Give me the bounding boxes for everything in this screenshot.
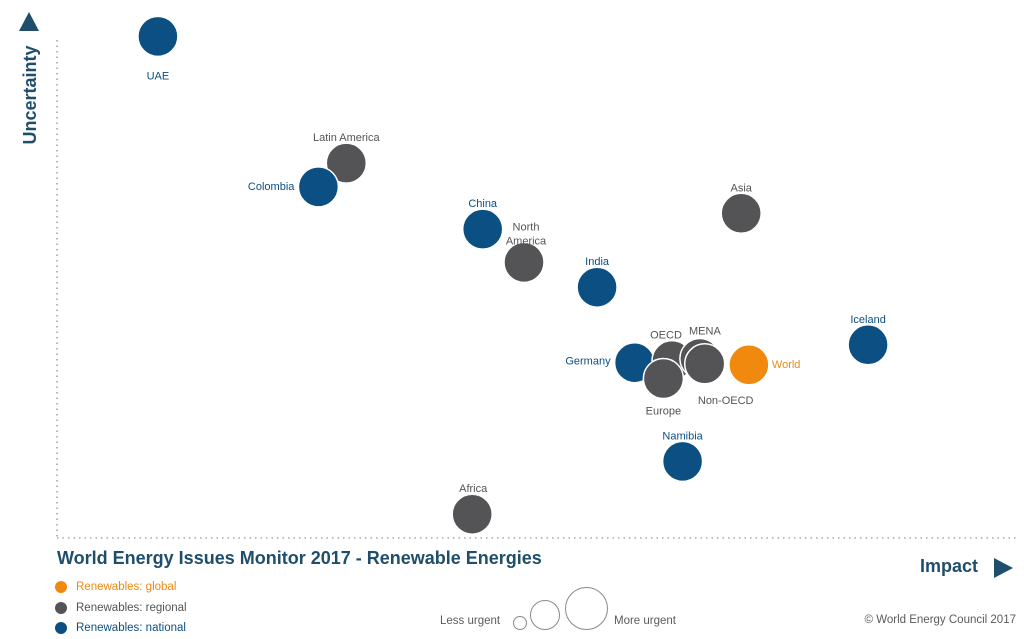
bubble-europe [642, 357, 685, 400]
bubble-north-america [503, 241, 545, 284]
bubble-namibia [661, 440, 704, 483]
point-label-india: India [585, 256, 610, 268]
size-legend-less: Less urgent [440, 615, 501, 627]
point-label-mena: MENA [689, 325, 721, 337]
y-axis-title: Uncertainty [20, 45, 40, 144]
bubble-iceland [847, 324, 889, 366]
point-label-oecd: OECD [650, 330, 682, 342]
bubble-uae [137, 15, 179, 58]
point-label-uae: UAE [147, 70, 170, 82]
x-axis-arrow-icon [994, 558, 1013, 578]
point-label-asia: Asia [730, 182, 752, 194]
point-label-north-america: North America [506, 221, 547, 247]
bubble-latin-america [325, 142, 368, 184]
point-label-namibia: Namibia [662, 430, 703, 442]
size-medium-circle-icon [530, 600, 560, 630]
point-label-latin-america: Latin America [313, 132, 381, 144]
bubble-chart: Uncertainty UAE Latin America Colombia Chin… [19, 12, 1018, 539]
x-axis-title: Impact [920, 556, 979, 576]
legend: Renewables: global Renewables: regional … [55, 577, 187, 639]
legend-item-regional: Renewables: regional [55, 598, 187, 619]
data-points: UAE Latin America Colombia China North Americ… [137, 15, 889, 535]
bubble-world [728, 344, 770, 386]
bubble-colombia [297, 166, 340, 208]
point-label-africa: Africa [459, 483, 488, 495]
bubble-non-oecd [683, 343, 726, 385]
size-legend-more: More urgent [614, 615, 677, 627]
legend-label: Renewables: regional [76, 601, 187, 614]
legend-item-national: Renewables: national [55, 618, 187, 639]
point-label-colombia: Colombia [248, 181, 295, 193]
legend-item-global: Renewables: global [55, 577, 187, 598]
bubble-asia [720, 192, 762, 235]
bubble-africa [451, 493, 493, 535]
legend-label: Renewables: global [76, 581, 177, 594]
point-label-world: World [772, 359, 801, 371]
y-axis-arrow-icon [19, 12, 39, 31]
point-label-china: China [468, 198, 498, 210]
point-label-iceland: Iceland [850, 314, 885, 326]
point-label-non-oecd: Non-OECD [698, 395, 754, 407]
bubble-india [576, 266, 618, 308]
copyright: © World Energy Council 2017 [864, 614, 1016, 626]
point-label-europe: Europe [646, 405, 681, 417]
legend-dot-icon [55, 601, 67, 614]
legend-label: Renewables: national [76, 622, 186, 635]
chart-title: World Energy Issues Monitor 2017 - Renew… [57, 548, 542, 568]
legend-dot-icon [55, 622, 67, 635]
size-small-circle-icon [513, 616, 527, 630]
bubble-china [461, 208, 504, 250]
legend-dot-icon [55, 581, 67, 594]
point-label-germany: Germany [565, 356, 611, 368]
size-large-circle-icon [565, 587, 608, 630]
